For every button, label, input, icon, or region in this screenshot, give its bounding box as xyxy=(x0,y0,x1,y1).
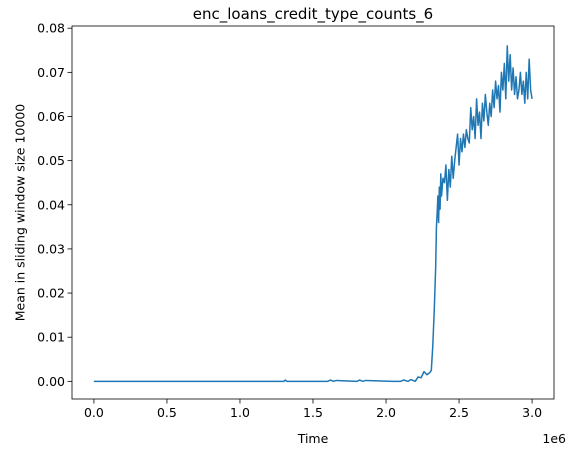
x-tick-label: 0.0 xyxy=(84,405,104,420)
x-axis-offset-label: 1e6 xyxy=(542,431,566,446)
y-tick-label: 0.07 xyxy=(37,65,65,80)
y-tick-label: 0.08 xyxy=(37,21,65,36)
y-tick-label: 0.05 xyxy=(37,153,65,168)
y-tick-label: 0.01 xyxy=(37,330,65,345)
y-tick-label: 0.06 xyxy=(37,109,65,124)
y-tick-label: 0.00 xyxy=(37,374,65,389)
x-tick-label: 1.5 xyxy=(303,405,323,420)
y-tick-label: 0.03 xyxy=(37,241,65,256)
x-axis-label: Time xyxy=(297,431,329,446)
x-tick-label: 2.0 xyxy=(376,405,396,420)
x-tick-label: 1.0 xyxy=(230,405,250,420)
plot-background xyxy=(72,26,554,399)
y-tick-label: 0.04 xyxy=(37,197,65,212)
x-tick-label: 2.5 xyxy=(449,405,469,420)
x-tick-label: 3.0 xyxy=(522,405,542,420)
plot-area xyxy=(71,25,555,400)
x-tick-label: 0.5 xyxy=(157,405,177,420)
x-axis: 0.0 0.5 1.0 1.5 2.0 2.5 3.0 xyxy=(84,399,542,420)
y-tick-label: 0.02 xyxy=(37,286,65,301)
y-axis-label: Mean in sliding window size 10000 xyxy=(12,104,27,322)
chart-title: enc_loans_credit_type_counts_6 xyxy=(193,5,433,24)
series-line xyxy=(93,45,533,383)
y-axis: 0.00 0.01 0.02 0.03 0.04 0.05 0.06 0.07 0.08 xyxy=(37,21,72,389)
